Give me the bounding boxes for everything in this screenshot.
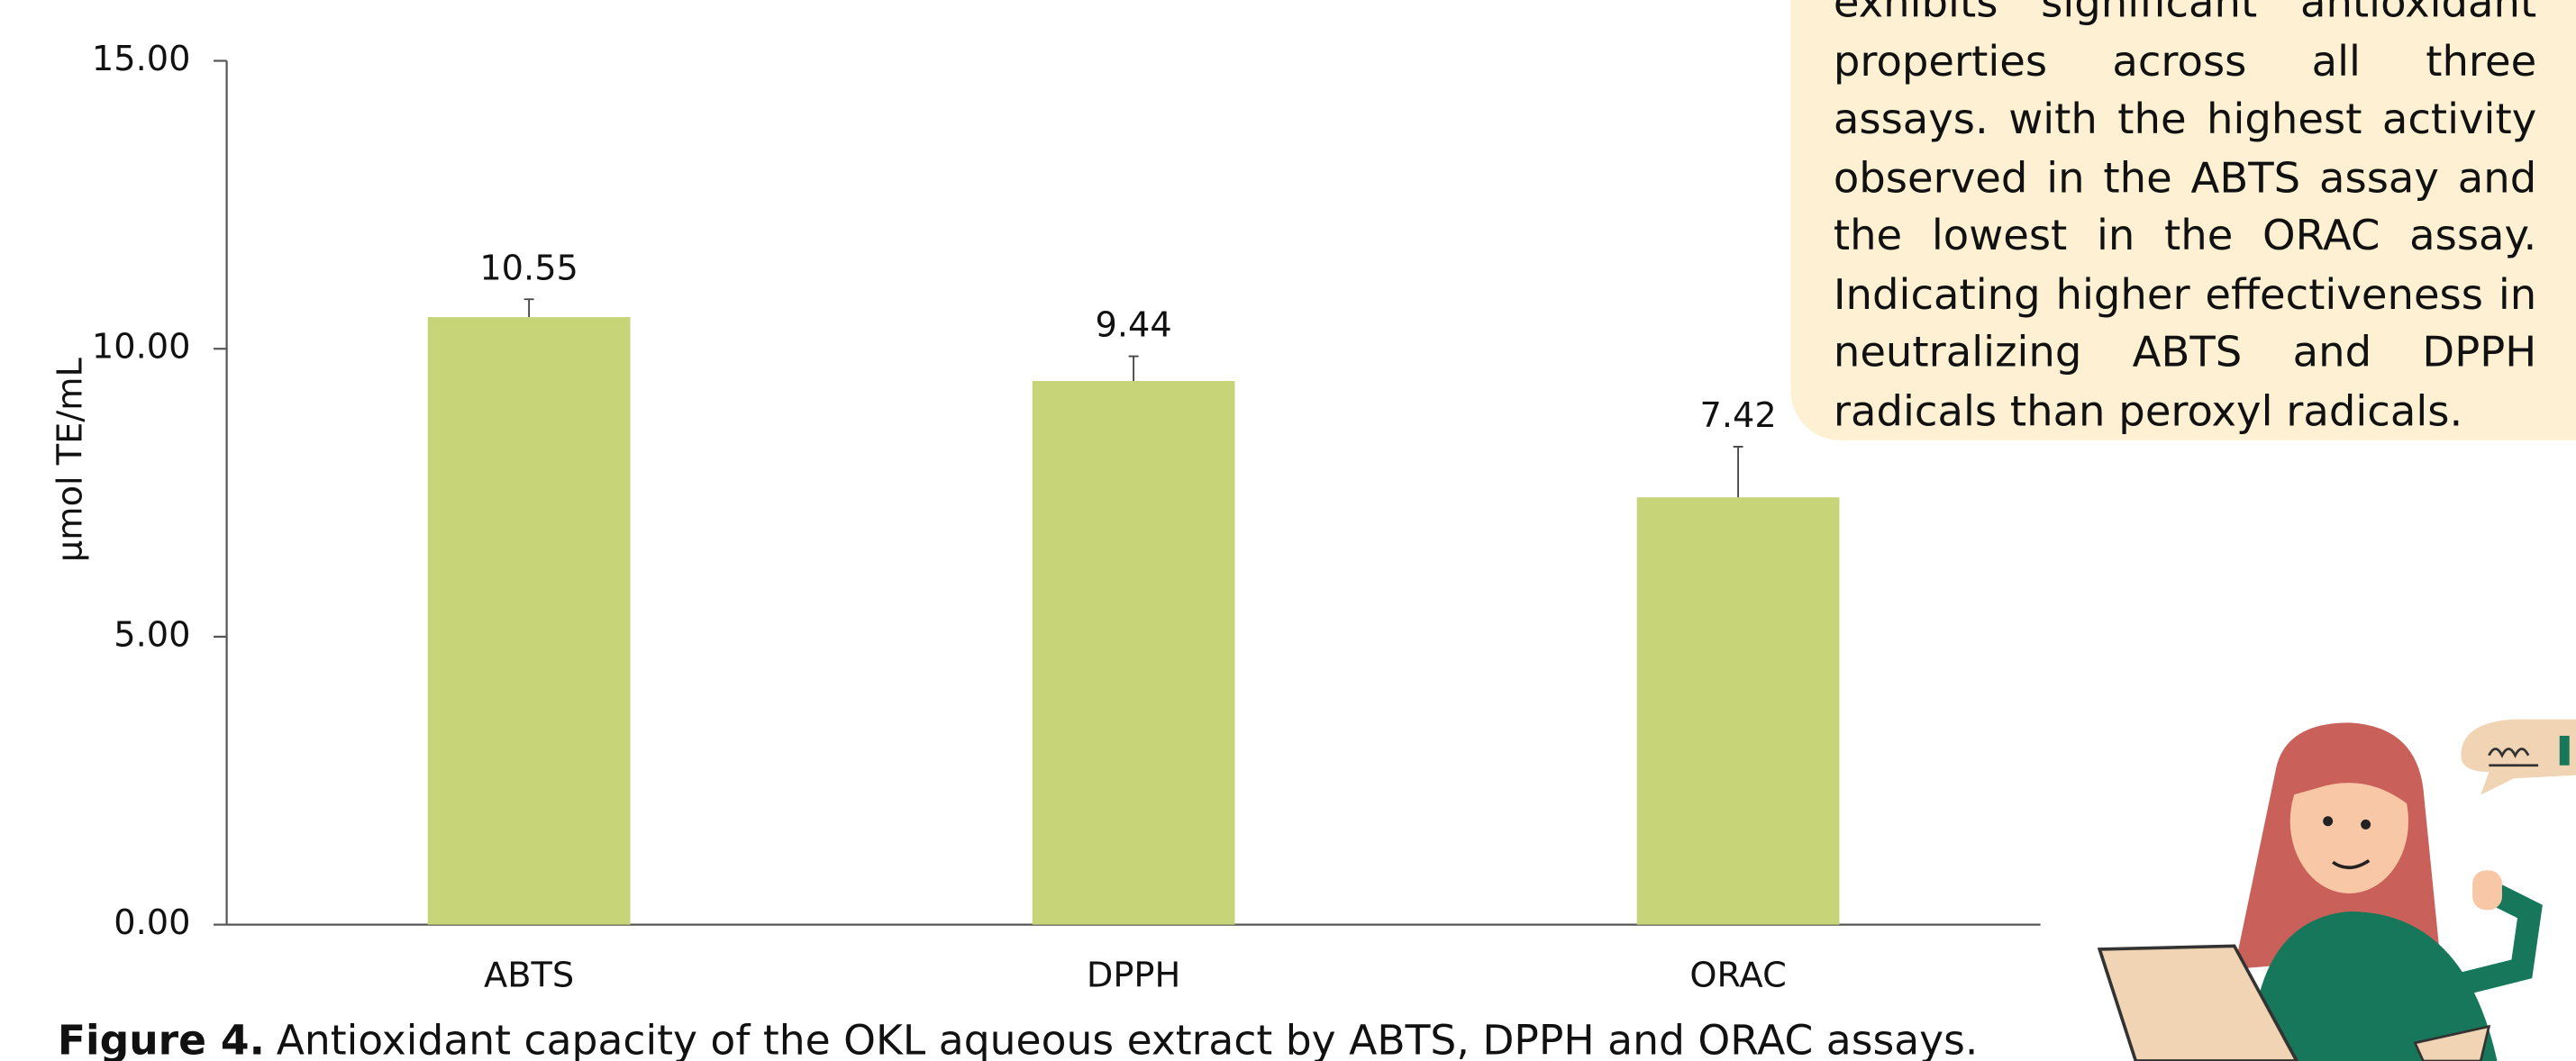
note-container: exhibits significant antioxidant propert…: [1834, 0, 2536, 435]
y-tick-label: 10.00: [92, 327, 191, 367]
x-tick-label: DPPH: [1087, 955, 1180, 995]
caption-text: Antioxidant capacity of the OKL aqueous …: [277, 1017, 1979, 1061]
y-tick-label: 15.00: [92, 39, 191, 79]
error-bar: [523, 298, 534, 318]
caption: Figure 4. Antioxidant capacity of the OKL…: [58, 1017, 1979, 1061]
error-bar: [1128, 355, 1139, 382]
y-tick-label: 0.00: [114, 902, 190, 943]
annotation: exhibits significant antioxidant propert…: [1833, 0, 2537, 436]
value-label: 10.55: [479, 248, 578, 288]
y-tick-label: 5.00: [114, 614, 190, 655]
bar: [1636, 497, 1840, 925]
bar: [427, 317, 631, 925]
x-tick-label: ORAC: [1689, 955, 1786, 995]
x-tick-label: ABTS: [484, 955, 574, 995]
illustration: [2097, 719, 2576, 1061]
error-bar: [1733, 446, 1743, 498]
bar: [1032, 381, 1235, 925]
note-box: [1790, 0, 2576, 440]
caption-label: Figure 4.: [58, 1017, 265, 1061]
value-label: 7.42: [1699, 395, 1776, 436]
y-axis-label: µmol TE/mL: [50, 357, 91, 562]
value-label: 9.44: [1095, 305, 1171, 346]
